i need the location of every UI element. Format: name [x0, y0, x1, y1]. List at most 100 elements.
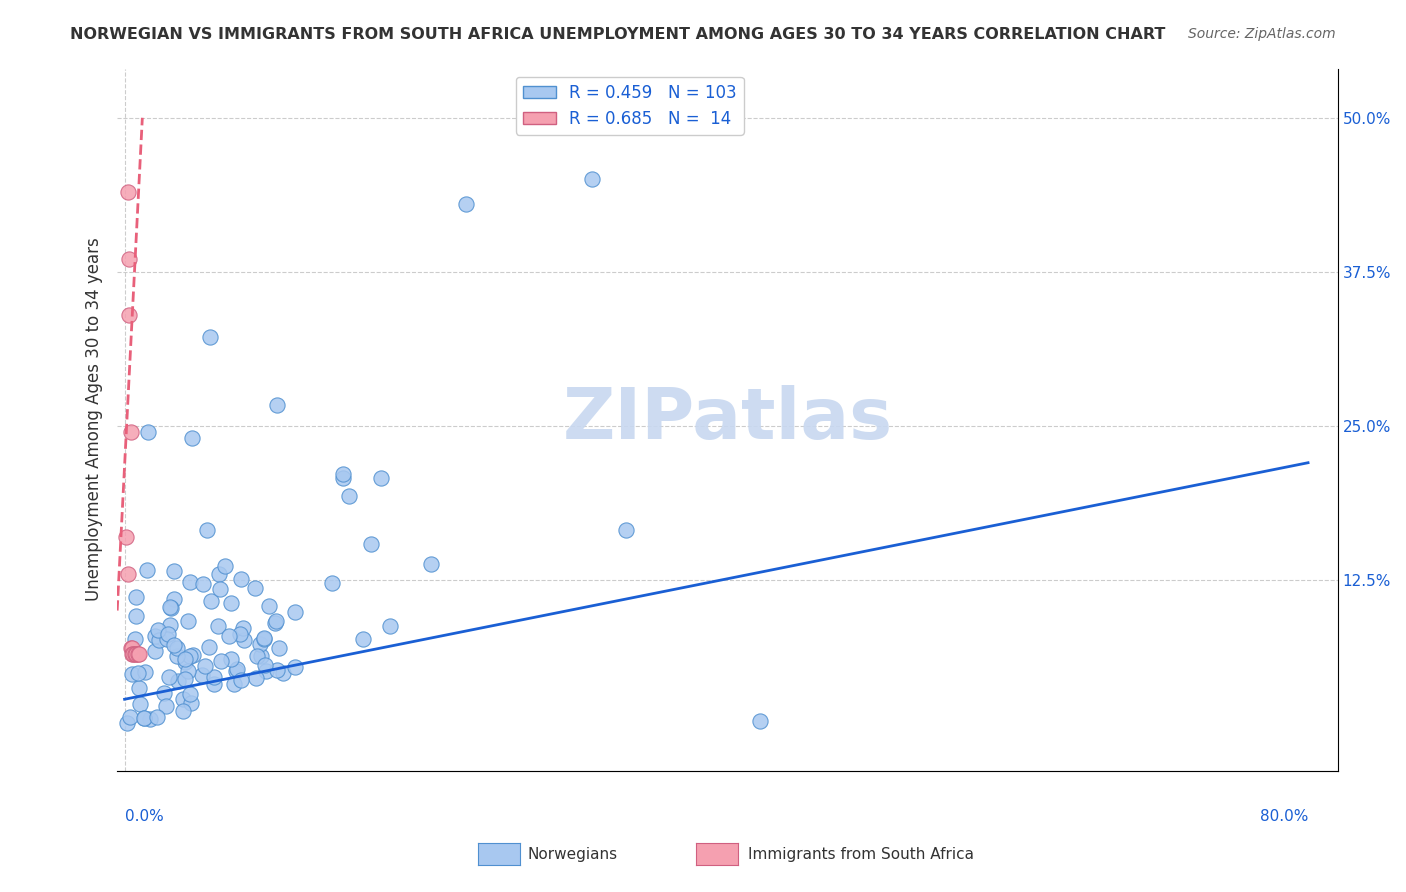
- Point: [163, 564, 186, 578]
- Point: [124, 647, 146, 661]
- Point: [115, 716, 138, 731]
- Point: [581, 172, 603, 186]
- Point: [249, 637, 271, 651]
- Point: [284, 606, 307, 620]
- Point: [118, 709, 141, 723]
- Point: [370, 471, 392, 485]
- Point: [269, 640, 291, 655]
- Point: [120, 425, 142, 439]
- Point: [156, 632, 179, 646]
- Y-axis label: Unemployment Among Ages 30 to 34 years: Unemployment Among Ages 30 to 34 years: [86, 238, 103, 601]
- Text: NORWEGIAN VS IMMIGRANTS FROM SOUTH AFRICA UNEMPLOYMENT AMONG AGES 30 TO 34 YEARS: NORWEGIAN VS IMMIGRANTS FROM SOUTH AFRIC…: [70, 27, 1166, 42]
- Point: [231, 673, 253, 687]
- Point: [209, 654, 232, 668]
- Point: [179, 687, 201, 701]
- Text: Source: ZipAtlas.com: Source: ZipAtlas.com: [1188, 27, 1336, 41]
- Point: [166, 673, 188, 688]
- Point: [121, 667, 143, 681]
- Point: [253, 632, 276, 646]
- Point: [122, 647, 145, 661]
- Point: [332, 471, 354, 485]
- Point: [245, 671, 267, 685]
- Point: [221, 652, 243, 666]
- Point: [321, 575, 343, 590]
- Point: [264, 616, 287, 631]
- Point: [266, 398, 288, 412]
- Point: [195, 523, 218, 537]
- Point: [124, 632, 146, 646]
- Point: [163, 638, 186, 652]
- Point: [128, 681, 150, 695]
- Point: [194, 659, 217, 673]
- Point: [229, 572, 252, 586]
- Point: [232, 633, 254, 648]
- Point: [202, 670, 225, 684]
- Point: [127, 665, 149, 680]
- Point: [352, 632, 374, 647]
- Point: [163, 591, 186, 606]
- Point: [246, 648, 269, 663]
- Point: [173, 673, 195, 687]
- Point: [225, 665, 247, 679]
- Point: [264, 614, 287, 628]
- Point: [148, 632, 170, 647]
- Point: [143, 644, 166, 658]
- Point: [250, 649, 273, 664]
- Point: [191, 668, 214, 682]
- Point: [156, 627, 179, 641]
- Point: [146, 623, 169, 637]
- Point: [177, 614, 200, 628]
- Point: [420, 557, 443, 571]
- Point: [208, 567, 231, 582]
- Point: [180, 696, 202, 710]
- Point: [128, 697, 150, 711]
- Point: [120, 640, 142, 655]
- Point: [749, 714, 772, 729]
- Point: [134, 711, 156, 725]
- Point: [378, 619, 401, 633]
- Point: [159, 617, 181, 632]
- Point: [232, 621, 254, 635]
- Point: [225, 662, 247, 676]
- Point: [115, 530, 138, 544]
- Point: [136, 563, 159, 577]
- Point: [159, 599, 181, 614]
- Point: [202, 677, 225, 691]
- Point: [254, 664, 277, 678]
- Point: [271, 665, 294, 680]
- Point: [218, 630, 240, 644]
- Point: [134, 665, 156, 679]
- Point: [118, 308, 141, 322]
- Point: [172, 704, 194, 718]
- Point: [121, 647, 143, 661]
- Point: [181, 648, 204, 662]
- Text: 0.0%: 0.0%: [125, 809, 163, 824]
- Point: [125, 609, 148, 624]
- Point: [337, 489, 360, 503]
- Point: [257, 599, 280, 613]
- Point: [166, 649, 188, 664]
- Point: [173, 652, 195, 666]
- Point: [198, 640, 221, 654]
- Point: [332, 467, 354, 481]
- Point: [125, 647, 148, 661]
- Point: [155, 699, 177, 714]
- Point: [284, 659, 307, 673]
- Point: [207, 619, 229, 633]
- Point: [117, 566, 139, 581]
- Point: [198, 330, 221, 344]
- Point: [209, 582, 232, 596]
- Point: [243, 581, 266, 595]
- Point: [143, 629, 166, 643]
- Point: [179, 575, 201, 590]
- Point: [125, 591, 148, 605]
- Point: [191, 577, 214, 591]
- Point: [222, 677, 245, 691]
- Point: [214, 559, 236, 574]
- Point: [614, 523, 637, 537]
- Point: [254, 658, 277, 673]
- Point: [253, 632, 276, 646]
- Point: [179, 649, 201, 664]
- Point: [128, 647, 150, 661]
- Point: [157, 671, 180, 685]
